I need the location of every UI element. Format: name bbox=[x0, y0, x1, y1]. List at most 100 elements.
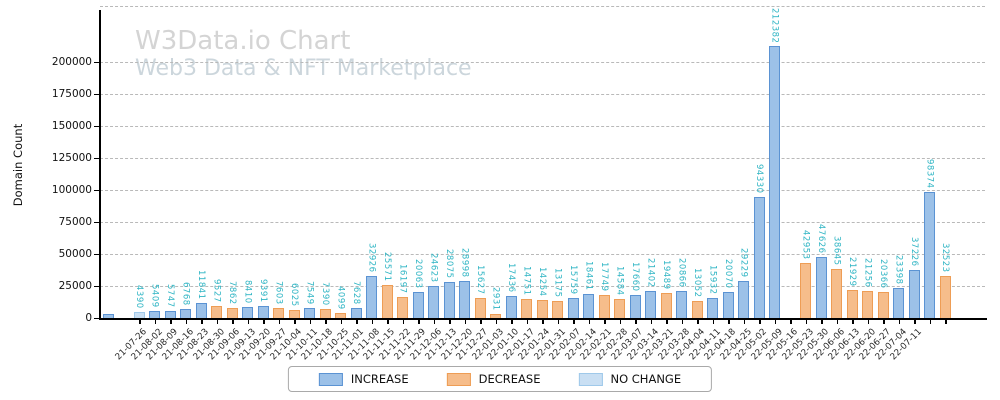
bar-value-label: 23398 bbox=[893, 255, 904, 285]
bar-value-label: 14584 bbox=[614, 266, 625, 296]
x-tick-mark bbox=[480, 320, 482, 324]
bar-value-label: 21256 bbox=[862, 258, 873, 288]
bar-value-label: 20366 bbox=[878, 259, 888, 289]
bar-value-label: 19489 bbox=[661, 260, 671, 290]
bar bbox=[800, 263, 811, 318]
bar-value-label: 17660 bbox=[630, 262, 640, 292]
bar-value-label: 11841 bbox=[196, 270, 206, 300]
bar-value-label: 94330 bbox=[754, 164, 764, 194]
bar-value-label: 42953 bbox=[800, 230, 811, 260]
x-tick-mark bbox=[790, 320, 792, 324]
bar-value-label: 4390 bbox=[134, 285, 144, 309]
x-tick-mark bbox=[232, 320, 234, 324]
bar bbox=[707, 298, 718, 318]
x-tick-mark bbox=[898, 320, 900, 324]
x-tick-mark bbox=[619, 320, 621, 324]
bar-value-label: 14751 bbox=[521, 266, 532, 296]
x-tick-mark bbox=[356, 320, 358, 324]
x-tick-mark bbox=[418, 320, 420, 324]
x-tick-mark bbox=[774, 320, 776, 324]
bar bbox=[598, 295, 610, 318]
x-tick-mark bbox=[402, 320, 404, 324]
bar-value-label: 7628 bbox=[351, 281, 361, 305]
bar bbox=[505, 296, 517, 318]
x-tick-mark bbox=[449, 320, 451, 324]
bar-value-label: 21929 bbox=[847, 257, 857, 287]
x-tick-mark bbox=[185, 320, 187, 324]
bar bbox=[242, 307, 253, 318]
bar-value-label: 16197 bbox=[397, 264, 408, 294]
x-tick-mark bbox=[526, 320, 528, 324]
gridline bbox=[100, 62, 985, 63]
x-tick-mark bbox=[697, 320, 699, 324]
bar-value-label: 15759 bbox=[568, 265, 578, 295]
bar bbox=[552, 301, 563, 318]
bar bbox=[226, 308, 238, 318]
bar bbox=[614, 299, 625, 318]
bar bbox=[815, 257, 827, 318]
bar-value-label: 20070 bbox=[723, 259, 733, 289]
bar-value-label: 25571 bbox=[382, 252, 392, 282]
bar bbox=[691, 301, 703, 318]
bar bbox=[195, 303, 207, 318]
bar-value-label: 6768 bbox=[180, 282, 191, 306]
y-tick-mark bbox=[94, 189, 99, 191]
bar-value-label: 13175 bbox=[552, 268, 563, 298]
y-tick-mark bbox=[94, 221, 99, 223]
bar-value-label: 7549 bbox=[304, 281, 315, 305]
bar bbox=[583, 294, 594, 318]
bar-value-label: 29229 bbox=[738, 248, 749, 278]
bar bbox=[164, 311, 176, 318]
bar bbox=[645, 291, 656, 318]
bar bbox=[877, 292, 889, 318]
x-tick-mark bbox=[387, 320, 389, 324]
bar-value-label: 15627 bbox=[475, 265, 485, 295]
bar bbox=[366, 276, 377, 318]
bar bbox=[459, 281, 470, 318]
legend-swatch-decrease bbox=[446, 372, 471, 386]
bar bbox=[490, 314, 501, 318]
x-tick-mark bbox=[464, 320, 466, 324]
gridline bbox=[100, 222, 985, 223]
x-tick-mark bbox=[852, 320, 854, 324]
legend-swatch-increase bbox=[318, 372, 343, 386]
bar bbox=[831, 269, 842, 318]
y-tick-mark bbox=[94, 317, 99, 319]
bar-value-label: 5747 bbox=[165, 284, 175, 308]
bar bbox=[273, 308, 284, 318]
bar bbox=[924, 192, 935, 318]
bar-value-label: 9391 bbox=[258, 279, 268, 303]
bar-value-label: 9527 bbox=[211, 279, 222, 303]
x-tick-mark bbox=[294, 320, 296, 324]
bar-value-label: 24623 bbox=[428, 253, 439, 283]
y-tick-label: 75000 bbox=[58, 216, 92, 228]
legend-item-increase: INCREASE bbox=[318, 372, 409, 386]
bar-value-label: 212382 bbox=[769, 7, 780, 43]
gridline bbox=[100, 126, 985, 127]
x-tick-mark bbox=[201, 320, 203, 324]
bar bbox=[474, 298, 486, 318]
x-tick-mark bbox=[588, 320, 590, 324]
x-tick-mark bbox=[170, 320, 172, 324]
bar bbox=[180, 309, 191, 318]
y-axis-title: Domain Count bbox=[11, 123, 25, 207]
bar-value-label: 47626 bbox=[816, 224, 826, 254]
y-tick-label: 25000 bbox=[58, 280, 92, 292]
x-tick-mark bbox=[216, 320, 218, 324]
bar-value-label: 38645 bbox=[831, 236, 842, 266]
bar bbox=[660, 293, 672, 318]
bar bbox=[381, 285, 393, 318]
gridline bbox=[100, 158, 985, 159]
bar-value-label: 15932 bbox=[707, 265, 718, 295]
x-tick-mark bbox=[712, 320, 714, 324]
y-tick-mark bbox=[94, 157, 99, 159]
x-tick-mark bbox=[836, 320, 838, 324]
x-tick-mark bbox=[650, 320, 652, 324]
gridline bbox=[100, 94, 985, 95]
x-tick-mark bbox=[883, 320, 885, 324]
bar bbox=[350, 308, 362, 318]
bar-value-label: 20063 bbox=[413, 259, 423, 289]
x-tick-mark bbox=[681, 320, 683, 324]
bar-value-label: 4099 bbox=[335, 286, 346, 310]
